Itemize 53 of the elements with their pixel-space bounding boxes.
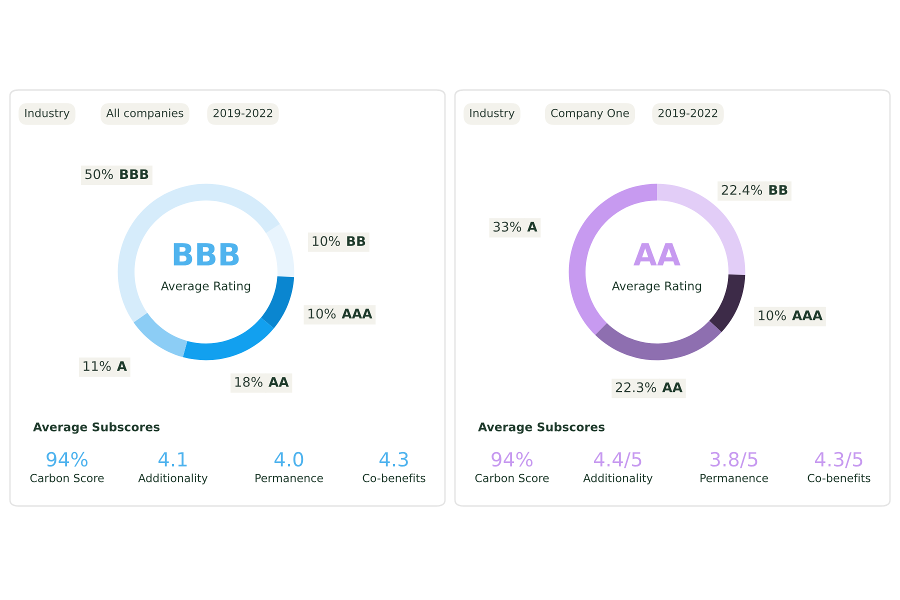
donut-slice	[182, 318, 274, 360]
text: 94%	[46, 452, 88, 467]
text: Co-benefits	[362, 474, 426, 482]
data-label: 22.4%	[722, 184, 762, 195]
text: Carbon Score	[30, 474, 104, 482]
donut-slice	[709, 274, 746, 332]
text: Permanence	[700, 474, 768, 482]
slice-label: A	[527, 222, 538, 232]
text: Industry	[25, 108, 70, 120]
slice-label: AA	[268, 377, 289, 387]
data-label: 10%	[312, 236, 340, 246]
text: 2019-2022	[214, 108, 272, 118]
text: All companies	[106, 108, 184, 120]
text: Company One	[551, 108, 629, 120]
data-label: 22.3%	[616, 382, 656, 392]
text: 2019-2022	[658, 108, 718, 118]
slice-label: BBB	[120, 169, 148, 179]
data-label: 33%	[494, 222, 522, 232]
donut-slice	[118, 184, 280, 322]
text: BBB	[174, 243, 239, 266]
data-label: 11%	[84, 361, 111, 372]
slice-label: BB	[769, 185, 788, 195]
text: Average Rating	[160, 281, 250, 293]
donut-slice	[266, 224, 294, 278]
slice-label: AAA	[792, 310, 823, 320]
text: 4.4/5	[594, 452, 642, 468]
slice-label: BB	[347, 236, 366, 246]
data-label: 10%	[758, 310, 786, 320]
slice-label: A	[116, 361, 127, 371]
text: Industry	[470, 108, 515, 120]
text: Additionality	[583, 474, 653, 484]
text: Permanence	[256, 474, 323, 482]
text: Additionality	[138, 474, 208, 484]
text: 3.8/5	[710, 452, 758, 468]
donut-slice	[134, 312, 188, 358]
text: Co-benefits	[808, 474, 870, 482]
data-label: 50%	[85, 169, 113, 180]
data-label: 10%	[308, 308, 336, 319]
text: Carbon Score	[475, 474, 549, 482]
data-label: 18%	[235, 376, 262, 387]
text: AA	[634, 243, 680, 266]
text: Average Subscores	[33, 422, 160, 434]
text: Average Subscores	[478, 422, 605, 434]
slice-label: AA	[662, 382, 683, 392]
text: 4.1	[158, 452, 187, 466]
text: 4.3/5	[815, 452, 862, 468]
text: 94%	[492, 452, 533, 467]
text: Average Rating	[612, 281, 702, 293]
text: 4.0	[274, 452, 304, 467]
donut-slice	[595, 320, 722, 360]
text: 4.3	[379, 452, 408, 467]
slice-label: AAA	[342, 308, 372, 318]
donut-slice	[260, 276, 294, 328]
